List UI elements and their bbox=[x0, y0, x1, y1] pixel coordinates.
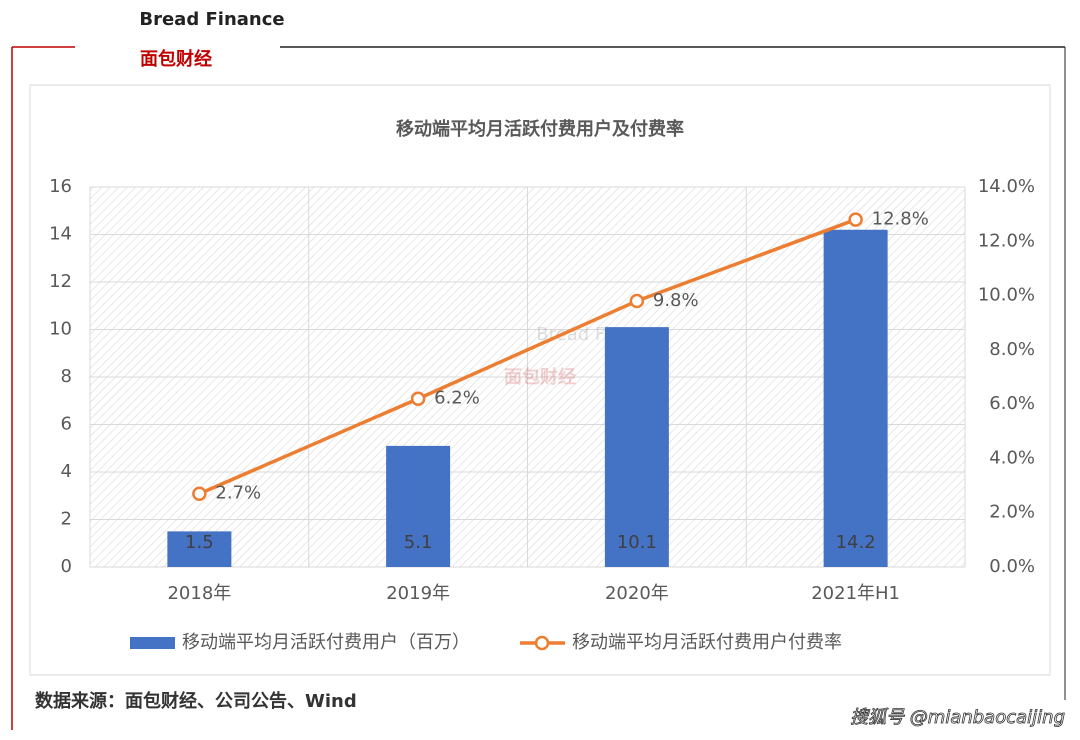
source: 数据来源：面包财经、公司公告、Wind bbox=[35, 690, 357, 712]
y-tick-label: 16 bbox=[49, 176, 72, 197]
chart-frame bbox=[29, 84, 1051, 676]
line-value-label: 12.8% bbox=[872, 209, 929, 230]
x-tick-label: 2021年H1 bbox=[811, 583, 900, 604]
y-tick-label: 4 bbox=[61, 461, 72, 482]
bar-value-label: 5.1 bbox=[404, 532, 433, 553]
legend-label: 移动端平均月活跃付费用户付费率 bbox=[572, 632, 842, 653]
bar bbox=[386, 445, 451, 567]
y-tick-label: 14 bbox=[49, 224, 72, 245]
y-tick-label: 6 bbox=[61, 414, 72, 435]
line bbox=[198, 217, 857, 496]
x-tick-label: 2020年 bbox=[605, 583, 669, 604]
logo: 面包财经 bbox=[140, 48, 212, 70]
y-tick-label: 10 bbox=[49, 319, 72, 340]
y-tick-label: 2 bbox=[61, 509, 72, 530]
y2-tick-label: 6.0% bbox=[989, 393, 1035, 414]
line-marker bbox=[848, 212, 863, 227]
watermark-text: 搜狐号 @mianbaocaijing bbox=[850, 707, 1065, 728]
line-value-label: 2.7% bbox=[215, 483, 261, 504]
line-value-label: 9.8% bbox=[653, 290, 699, 311]
y2-tick-label: 0.0% bbox=[989, 556, 1035, 577]
y2-tick-label: 2.0% bbox=[989, 502, 1035, 523]
y2-tick-label: 4.0% bbox=[989, 447, 1035, 468]
legend-swatch bbox=[534, 635, 550, 651]
line-value-label: 6.2% bbox=[434, 388, 480, 409]
line-marker bbox=[629, 293, 645, 309]
y-tick-label: 8 bbox=[61, 366, 72, 387]
y2-tick-label: 10.0% bbox=[978, 285, 1035, 306]
x-tick-label: 2018年 bbox=[167, 583, 231, 604]
bar bbox=[604, 327, 669, 567]
y2-tick-label: 12.0% bbox=[978, 230, 1035, 251]
y-tick-label: 12 bbox=[49, 271, 72, 292]
bar bbox=[823, 229, 888, 567]
chart-title: 移动端平均月活跃付费用户及付费率 bbox=[396, 118, 684, 140]
bar-value-label: 1.5 bbox=[185, 532, 214, 553]
y-tick-label: 0 bbox=[61, 556, 72, 577]
bar bbox=[167, 531, 232, 567]
x-tick-label: 2019年 bbox=[386, 583, 450, 604]
y2-tick-label: 8.0% bbox=[989, 339, 1035, 360]
watermark-logo: 面包财经 bbox=[504, 366, 576, 388]
legend-swatch bbox=[130, 637, 175, 649]
legend-label: 移动端平均月活跃付费用户（百万） bbox=[182, 632, 470, 653]
logo-en: Bread Finance bbox=[139, 9, 284, 30]
bar-value-label: 14.2 bbox=[836, 532, 876, 553]
bar-value-label: 10.1 bbox=[617, 532, 657, 553]
line-marker bbox=[192, 486, 207, 501]
y2-tick-label: 14.0% bbox=[978, 176, 1035, 197]
line-marker bbox=[410, 391, 426, 406]
